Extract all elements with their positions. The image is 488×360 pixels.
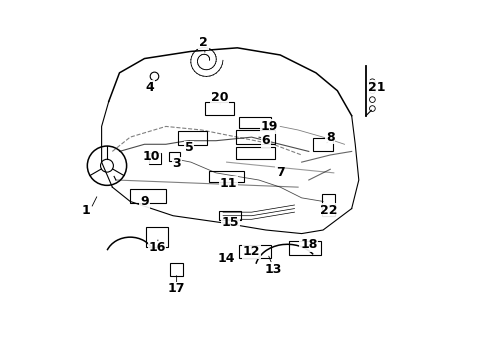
- Text: 22: 22: [319, 204, 337, 217]
- FancyBboxPatch shape: [235, 130, 274, 144]
- Text: 7: 7: [275, 166, 284, 179]
- FancyBboxPatch shape: [170, 263, 183, 275]
- Text: 3: 3: [172, 157, 181, 170]
- Text: 18: 18: [300, 238, 317, 251]
- FancyBboxPatch shape: [288, 241, 321, 255]
- FancyBboxPatch shape: [208, 171, 244, 182]
- FancyBboxPatch shape: [178, 131, 206, 145]
- FancyBboxPatch shape: [146, 227, 167, 247]
- Text: 5: 5: [184, 141, 193, 154]
- FancyBboxPatch shape: [239, 117, 271, 128]
- Text: 15: 15: [221, 216, 239, 229]
- FancyBboxPatch shape: [239, 245, 271, 258]
- FancyBboxPatch shape: [205, 102, 233, 115]
- Text: 4: 4: [145, 81, 154, 94]
- Text: 8: 8: [325, 131, 334, 144]
- FancyBboxPatch shape: [322, 194, 334, 216]
- Text: 2: 2: [199, 36, 207, 49]
- Text: 1: 1: [81, 204, 90, 217]
- Text: 14: 14: [218, 252, 235, 265]
- FancyBboxPatch shape: [149, 153, 161, 164]
- FancyBboxPatch shape: [130, 189, 165, 203]
- Text: 21: 21: [367, 81, 385, 94]
- FancyBboxPatch shape: [169, 152, 180, 161]
- Text: 16: 16: [148, 241, 165, 255]
- Text: 19: 19: [260, 120, 278, 133]
- Text: 10: 10: [142, 150, 160, 163]
- Text: 17: 17: [167, 283, 185, 296]
- Text: 12: 12: [243, 245, 260, 258]
- Text: 20: 20: [210, 91, 228, 104]
- Text: 13: 13: [264, 263, 281, 276]
- FancyBboxPatch shape: [219, 211, 241, 220]
- Text: 9: 9: [140, 195, 148, 208]
- FancyBboxPatch shape: [313, 138, 332, 150]
- FancyBboxPatch shape: [235, 147, 274, 159]
- Text: 11: 11: [219, 177, 237, 190]
- Text: 6: 6: [261, 134, 270, 147]
